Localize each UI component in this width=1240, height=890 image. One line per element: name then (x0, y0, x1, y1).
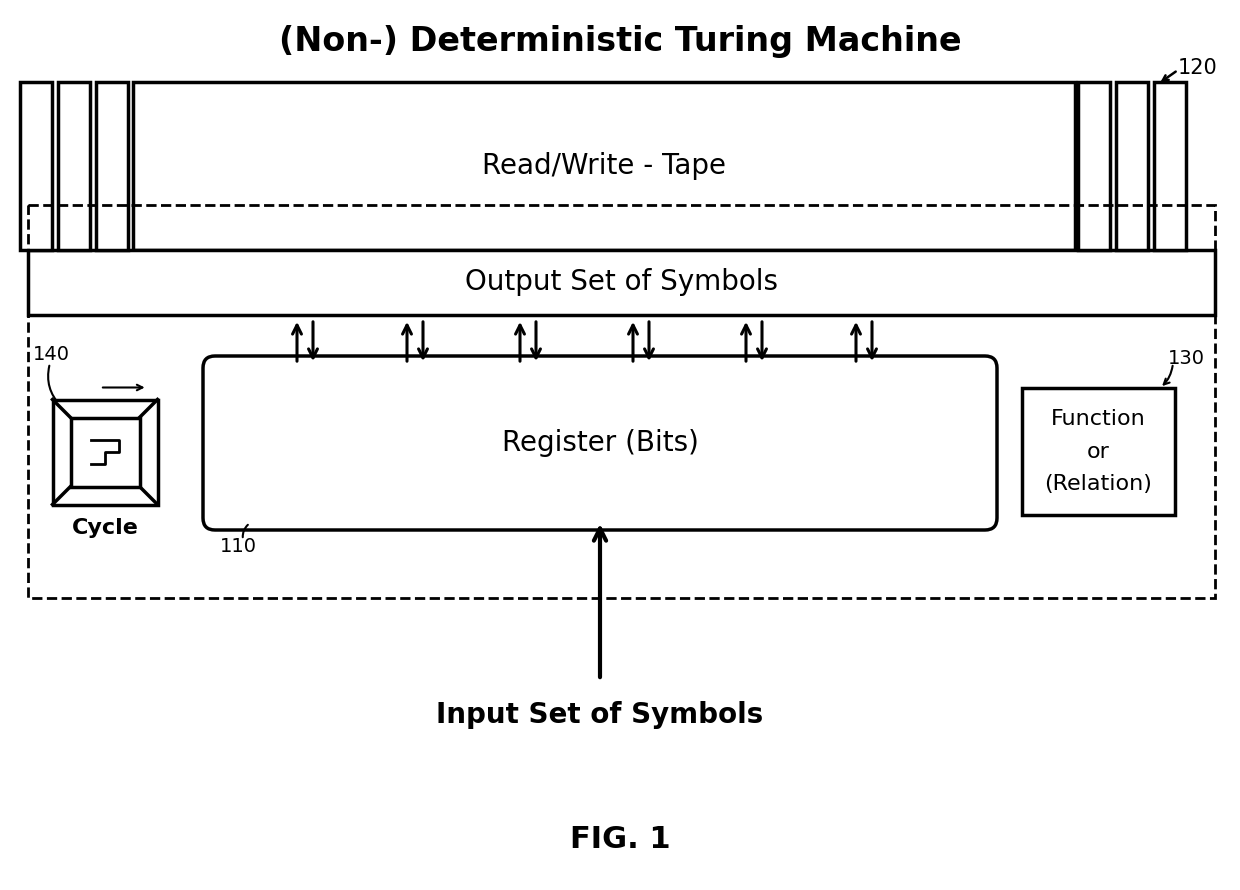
Bar (29, 205, 1215, 598)
Text: Cycle: Cycle (72, 519, 139, 538)
Text: 130: 130 (1168, 349, 1205, 368)
Text: 120: 120 (1178, 58, 1218, 78)
Bar (52, 400, 157, 505)
Text: Function
or
(Relation): Function or (Relation) (1044, 409, 1152, 494)
Text: 140: 140 (33, 345, 69, 365)
Bar (58, 82, 91, 250)
Bar (95, 82, 128, 250)
Text: Input Set of Symbols: Input Set of Symbols (436, 701, 764, 729)
Text: FIG. 1: FIG. 1 (569, 826, 671, 854)
Text: Output Set of Symbols: Output Set of Symbols (465, 269, 777, 296)
Bar (1154, 82, 1185, 250)
Bar (71, 417, 139, 487)
Bar (20, 82, 52, 250)
Text: Register (Bits): Register (Bits) (501, 429, 698, 457)
Text: (Non-) Deterministic Turing Machine: (Non-) Deterministic Turing Machine (279, 26, 961, 59)
Bar (29, 250, 1215, 315)
Text: Read/Write - Tape: Read/Write - Tape (482, 152, 725, 180)
Bar (1116, 82, 1148, 250)
Text: 110: 110 (219, 537, 257, 555)
Bar (133, 82, 1075, 250)
Bar (1022, 388, 1176, 515)
FancyBboxPatch shape (203, 356, 997, 530)
Bar (1078, 82, 1110, 250)
